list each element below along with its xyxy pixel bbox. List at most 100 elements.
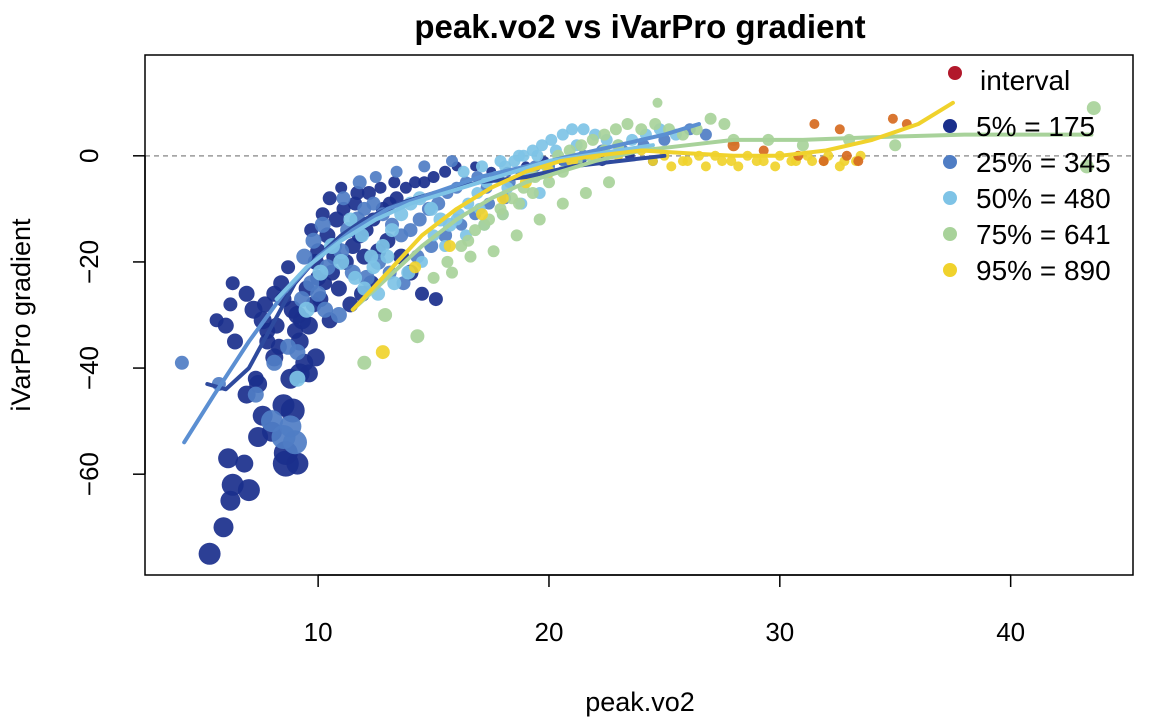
- y-tick-label: −20: [74, 240, 104, 284]
- data-point: [603, 176, 615, 189]
- legend: interval 5% = 175 25% = 345 50% = 480 75% =…: [943, 65, 1111, 286]
- data-point: [533, 213, 546, 226]
- data-point: [310, 285, 327, 302]
- data-point: [375, 345, 390, 360]
- data-point: [1079, 159, 1094, 174]
- data-point: [317, 301, 334, 318]
- data-point: [577, 123, 590, 136]
- trend-curve: [350, 100, 955, 312]
- x-axis-label: peak.vo2: [585, 687, 695, 717]
- data-point: [403, 223, 418, 238]
- data-point: [287, 322, 303, 339]
- data-point: [410, 329, 425, 344]
- data-point: [598, 128, 611, 141]
- data-point: [717, 156, 728, 167]
- data-point: [1086, 101, 1101, 116]
- data-point: [487, 245, 500, 258]
- data-point: [314, 216, 331, 233]
- data-point: [343, 212, 358, 227]
- data-point: [699, 128, 712, 141]
- data-point: [409, 176, 422, 189]
- data-point: [375, 239, 390, 253]
- data-point: [494, 155, 507, 168]
- curves-layer: [182, 100, 1094, 445]
- data-point: [225, 276, 240, 291]
- data-point: [446, 155, 458, 168]
- data-point: [809, 119, 820, 129]
- data-point: [853, 156, 864, 167]
- data-point: [758, 145, 769, 156]
- data-point: [350, 186, 365, 200]
- data-point: [369, 171, 382, 183]
- legend-entry-label: 75% = 641: [976, 219, 1111, 250]
- data-point: [330, 280, 347, 297]
- data-point: [428, 292, 443, 307]
- data-point: [841, 150, 852, 161]
- data-point: [818, 156, 829, 167]
- y-tick-label: −60: [74, 452, 104, 496]
- data-point: [298, 301, 315, 318]
- data-point: [380, 249, 395, 264]
- data-point: [609, 123, 622, 136]
- data-point: [364, 249, 379, 264]
- x-tick-label: 20: [535, 617, 564, 647]
- data-point: [296, 248, 313, 265]
- data-point: [526, 187, 539, 199]
- data-point: [510, 229, 523, 242]
- data-point: [330, 307, 347, 323]
- data-point: [556, 197, 569, 210]
- data-point: [209, 313, 224, 328]
- data-point: [446, 266, 458, 279]
- data-point: [476, 208, 488, 221]
- data-point: [374, 181, 387, 194]
- data-point: [579, 187, 592, 199]
- data-point: [388, 176, 401, 189]
- data-point: [266, 354, 283, 371]
- data-point: [220, 490, 241, 511]
- data-point: [586, 133, 599, 146]
- data-point: [496, 208, 509, 221]
- data-point: [718, 118, 731, 130]
- data-point: [575, 139, 588, 152]
- trend-curve: [182, 122, 701, 445]
- data-point: [733, 161, 744, 172]
- data-point: [418, 176, 431, 189]
- trend-curve: [205, 153, 667, 392]
- data-point: [770, 161, 781, 172]
- data-point: [235, 454, 254, 473]
- data-point: [279, 415, 302, 438]
- data-point: [348, 270, 363, 285]
- data-point: [366, 196, 381, 211]
- data-point: [223, 297, 238, 312]
- data-point: [682, 156, 693, 167]
- chart-title: peak.vo2 vs iVarPro gradient: [414, 8, 865, 45]
- data-point: [726, 156, 737, 167]
- data-point: [378, 308, 393, 322]
- legend-swatch: [943, 155, 957, 169]
- data-point: [247, 370, 264, 387]
- data-point: [174, 355, 189, 370]
- trend-curve: [350, 132, 1094, 312]
- y-axis: −60 −40 −20 0: [74, 149, 146, 496]
- data-point: [476, 160, 488, 173]
- data-point: [834, 124, 845, 135]
- data-point: [513, 197, 525, 210]
- y-tick-label: 0: [74, 149, 104, 163]
- data-point: [238, 285, 255, 302]
- data-point: [652, 97, 663, 108]
- data-point: [333, 253, 350, 270]
- data-point: [213, 517, 234, 538]
- data-point: [427, 171, 440, 183]
- data-point: [237, 479, 260, 502]
- data-point: [543, 176, 555, 189]
- data-point: [443, 240, 456, 252]
- data-point: [335, 181, 348, 194]
- y-axis-label: iVarPro gradient: [6, 218, 36, 412]
- legend-title-dot: [948, 66, 962, 80]
- data-point: [566, 123, 579, 136]
- data-point: [336, 191, 351, 206]
- data-point: [751, 156, 762, 167]
- data-point: [531, 149, 544, 162]
- data-point: [704, 112, 717, 125]
- data-point: [305, 232, 322, 249]
